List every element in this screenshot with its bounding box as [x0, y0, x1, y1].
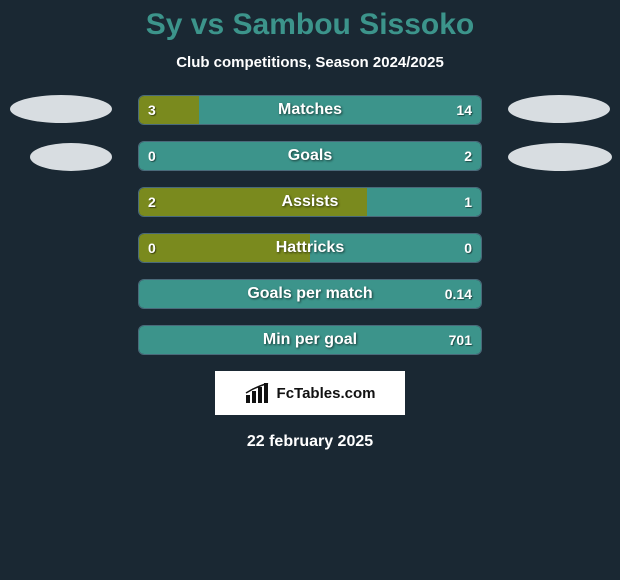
comparison-infographic: Sy vs Sambou Sissoko Club competitions, …: [0, 0, 620, 451]
stat-row: 00Hattricks: [0, 233, 620, 263]
stat-label: Min per goal: [138, 325, 482, 355]
stat-row: 701Min per goal: [0, 325, 620, 355]
subtitle: Club competitions, Season 2024/2025: [0, 54, 620, 71]
stat-row: 02Goals: [0, 141, 620, 171]
stat-label: Hattricks: [138, 233, 482, 263]
stat-row: 314Matches: [0, 95, 620, 125]
stat-label: Goals per match: [138, 279, 482, 309]
date-text: 22 february 2025: [0, 433, 620, 451]
stat-label: Assists: [138, 187, 482, 217]
bars-host: 314Matches 02Goals 21Assists 00Hattricks 0.1…: [0, 95, 620, 355]
brand-text: FcTables.com: [277, 385, 376, 402]
page-title: Sy vs Sambou Sissoko: [0, 8, 620, 42]
brand-box: FcTables.com: [215, 371, 405, 415]
stat-row: 0.14Goals per match: [0, 279, 620, 309]
stat-row: 21Assists: [0, 187, 620, 217]
stat-label: Matches: [138, 95, 482, 125]
bars-area: 314Matches 02Goals 21Assists 00Hattricks 0.1…: [0, 95, 620, 355]
brand-chart-icon: [245, 383, 271, 403]
stat-label: Goals: [138, 141, 482, 171]
